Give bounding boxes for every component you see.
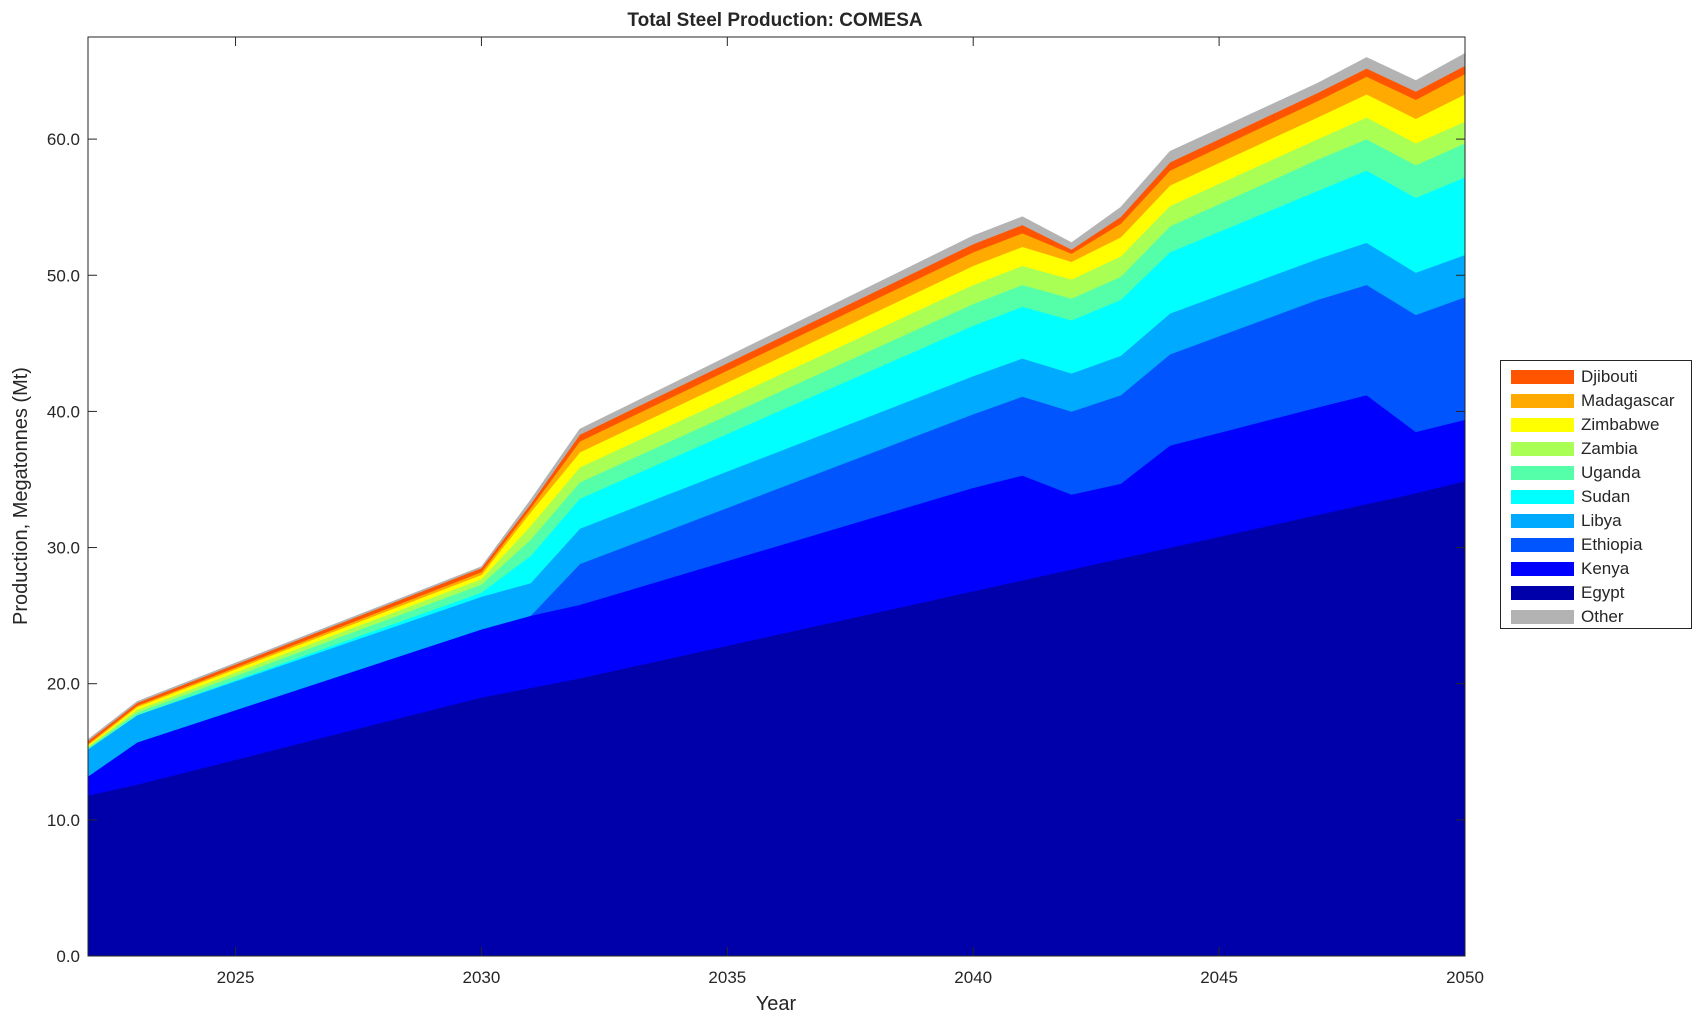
legend-swatch	[1511, 562, 1574, 576]
legend-swatch	[1511, 418, 1574, 432]
legend-swatch	[1511, 394, 1574, 408]
legend-item-zimbabwe: Zimbabwe	[1507, 414, 1687, 436]
legend-label: Uganda	[1581, 463, 1641, 482]
legend-label: Djibouti	[1581, 367, 1638, 386]
legend-swatch	[1511, 610, 1574, 624]
legend-item-other: Other	[1507, 606, 1687, 628]
legend-label: Zimbabwe	[1581, 415, 1660, 434]
y-tick-label: 30.0	[47, 539, 80, 558]
y-tick-label: 10.0	[47, 811, 80, 830]
x-tick-label: 2040	[954, 968, 992, 987]
y-tick-label: 50.0	[47, 266, 80, 285]
legend-item-djibouti: Djibouti	[1507, 366, 1687, 388]
legend-label: Madagascar	[1581, 391, 1675, 410]
area-series-group	[87, 52, 1466, 957]
legend-item-uganda: Uganda	[1507, 462, 1687, 484]
x-tick-label: 2030	[463, 968, 501, 987]
x-axis-label: Year	[756, 993, 797, 1015]
x-tick-label: 2045	[1200, 968, 1238, 987]
legend-item-sudan: Sudan	[1507, 486, 1687, 508]
legend-swatch	[1511, 514, 1574, 528]
legend-swatch	[1511, 586, 1574, 600]
plot-frame	[87, 36, 1466, 957]
y-tick-label: 20.0	[47, 675, 80, 694]
x-axis-ticks: 2025 2030 2035 2040 2045 2050	[217, 37, 1484, 987]
y-tick-label: 40.0	[47, 402, 80, 421]
legend-label: Sudan	[1581, 487, 1631, 506]
legend-label: Ethiopia	[1581, 535, 1643, 554]
y-axis-label: Production, Megatonnes (Mt)	[10, 367, 32, 625]
legend-item-libya: Libya	[1507, 510, 1687, 532]
y-tick-label: 60.0	[47, 130, 80, 149]
legend-label: Kenya	[1581, 559, 1630, 578]
legend-item-madagascar: Madagascar	[1507, 390, 1687, 412]
x-tick-label: 2035	[708, 968, 746, 987]
legend-swatch	[1511, 538, 1574, 552]
y-tick-label: 0.0	[56, 947, 80, 966]
legend-label: Egypt	[1581, 583, 1625, 602]
x-tick-label: 2050	[1446, 968, 1484, 987]
legend-label: Libya	[1581, 511, 1622, 530]
x-tick-label: 2025	[217, 968, 255, 987]
chart-legend: Djibouti Madagascar Zimbabwe Zambia Uganda Su…	[1500, 360, 1692, 629]
legend-label: Other	[1581, 607, 1624, 626]
legend-swatch	[1511, 466, 1574, 480]
chart-title: Total Steel Production: COMESA	[627, 10, 922, 31]
legend-item-zambia: Zambia	[1507, 438, 1687, 460]
legend-swatch	[1511, 490, 1574, 504]
legend-swatch	[1511, 442, 1574, 456]
legend-item-kenya: Kenya	[1507, 558, 1687, 580]
legend-item-ethiopia: Ethiopia	[1507, 534, 1687, 556]
y-axis-ticks: 0.0 10.0 20.0 30.0 40.0 50.0 60.0	[47, 130, 1465, 966]
legend-swatch	[1511, 370, 1574, 384]
legend-label: Zambia	[1581, 439, 1638, 458]
legend-item-egypt: Egypt	[1507, 582, 1687, 604]
